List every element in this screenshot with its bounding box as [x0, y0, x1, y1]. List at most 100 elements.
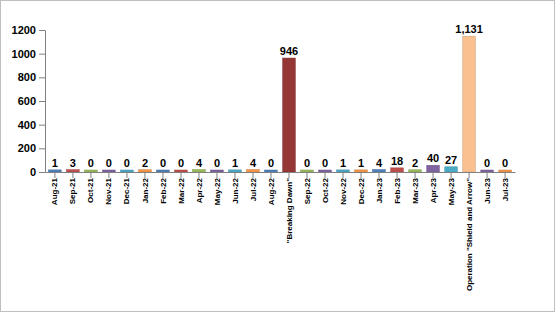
- x-tick: Nov-21: [104, 172, 113, 205]
- x-tick-mark: [162, 172, 163, 178]
- x-tick-mark: [54, 172, 55, 178]
- bar: [409, 170, 422, 172]
- x-tick-label: May-22: [213, 177, 222, 205]
- x-tick-label: Feb-22: [159, 177, 168, 203]
- y-tick-label: 400: [18, 119, 36, 131]
- data-labels: 13000200401409460011418240271,13100: [52, 23, 508, 169]
- y-tick-mark: [39, 30, 45, 31]
- x-tick-label: Jan-23: [375, 177, 384, 203]
- y-tick-label: 200: [18, 142, 36, 154]
- bar: [211, 170, 224, 172]
- x-tick-mark: [415, 172, 416, 178]
- x-tick: Mar-23: [411, 172, 420, 204]
- data-label: 0: [268, 157, 274, 169]
- bar: [319, 170, 332, 172]
- x-tick-mark: [307, 172, 308, 178]
- data-label: 0: [502, 157, 508, 169]
- data-label: 4: [196, 157, 203, 169]
- y-tick: 400: [18, 119, 45, 131]
- x-tick: Jul-23: [501, 172, 510, 201]
- x-tick: Jan-22: [141, 172, 150, 203]
- data-label: 4: [376, 157, 383, 169]
- bar: [103, 170, 116, 172]
- x-tick: Jun-23: [483, 172, 492, 204]
- x-tick-label: Jun-23: [483, 177, 492, 203]
- bar: [463, 36, 476, 172]
- y-tick-mark: [39, 125, 45, 126]
- x-tick: Sep-22: [303, 172, 312, 204]
- x-tick-mark: [433, 172, 434, 178]
- x-tick-label: Jan-22: [141, 177, 150, 203]
- x-tick-label: Dec-22: [357, 177, 366, 204]
- y-tick-label: 800: [18, 71, 36, 83]
- x-axis-line: [46, 172, 516, 173]
- x-tick: Aug-22: [267, 172, 276, 205]
- data-label: 3: [70, 157, 76, 169]
- x-tick-mark: [144, 172, 145, 178]
- data-label: 27: [445, 154, 457, 166]
- x-tick: Dec-21: [122, 172, 131, 204]
- x-tick: Oct-21: [86, 172, 95, 203]
- x-tick: Feb-22: [159, 172, 168, 204]
- y-axis: 0 200 400 600 800 1000 1200: [12, 24, 46, 178]
- y-tick-mark: [39, 77, 45, 78]
- y-tick-label: 600: [18, 95, 36, 107]
- x-tick-label: Oct-22: [321, 177, 330, 202]
- y-tick: 1000: [12, 48, 45, 60]
- x-tick: Dec-22: [357, 172, 366, 204]
- x-tick-label: Nov-22: [339, 177, 348, 204]
- x-tick-label: Oct-21: [86, 177, 95, 202]
- data-label: 0: [124, 157, 130, 169]
- x-tick-mark: [180, 172, 181, 178]
- bar: [265, 170, 278, 172]
- x-tick: May-23: [447, 172, 456, 205]
- x-tick-label: Apr-22: [195, 177, 204, 203]
- x-tick-label: Mar-22: [177, 177, 186, 203]
- bar: [193, 170, 206, 172]
- y-tick-label: 1000: [12, 48, 36, 60]
- data-label: 40: [427, 152, 439, 164]
- y-tick-label: 0: [30, 166, 36, 178]
- x-tick-mark: [234, 172, 235, 178]
- data-label: 0: [304, 157, 310, 169]
- y-tick: 1200: [12, 24, 45, 36]
- x-tick: Jul-22: [249, 172, 258, 201]
- data-label: 1: [232, 157, 238, 169]
- y-tick: 0: [30, 166, 45, 178]
- x-tick: Jan-23: [375, 172, 384, 203]
- x-tick: Jun-22: [231, 172, 240, 204]
- x-tick-label: Jul-23: [501, 177, 510, 201]
- bar: [481, 170, 494, 172]
- data-label: 2: [412, 157, 418, 169]
- bar: [85, 170, 98, 172]
- data-label: 0: [178, 157, 184, 169]
- y-tick-label: 1200: [12, 24, 36, 36]
- x-tick: Apr-23: [429, 172, 438, 203]
- bar: [247, 170, 260, 172]
- x-tick: Aug-21: [50, 172, 59, 205]
- x-axis: Aug-21Sep-21Oct-21Nov-21Dec-21Jan-22Feb-…: [46, 172, 516, 291]
- data-label: 0: [484, 157, 490, 169]
- x-tick-label: Apr-23: [429, 177, 438, 203]
- x-tick: Oct-22: [321, 172, 330, 203]
- x-tick-label: Nov-21: [104, 177, 113, 204]
- bar: [67, 170, 80, 172]
- y-tick-mark: [39, 54, 45, 55]
- data-label: 1,131: [455, 23, 483, 35]
- x-tick-mark: [379, 172, 380, 178]
- y-tick: 600: [18, 95, 45, 107]
- x-tick-mark: [90, 172, 91, 178]
- x-tick-mark: [72, 172, 73, 178]
- bar: [391, 168, 404, 172]
- x-tick-mark: [451, 172, 452, 178]
- x-tick-mark: [198, 172, 199, 178]
- data-label: 2: [142, 157, 148, 169]
- x-tick: Operation "Shield and Arrow": [465, 172, 474, 291]
- x-tick-label: Jun-22: [231, 177, 240, 203]
- x-tick-mark: [108, 172, 109, 178]
- bar: [229, 170, 242, 172]
- bars: [49, 36, 512, 172]
- data-label: 0: [214, 157, 220, 169]
- x-tick-mark: [397, 172, 398, 178]
- data-label: 946: [280, 45, 298, 57]
